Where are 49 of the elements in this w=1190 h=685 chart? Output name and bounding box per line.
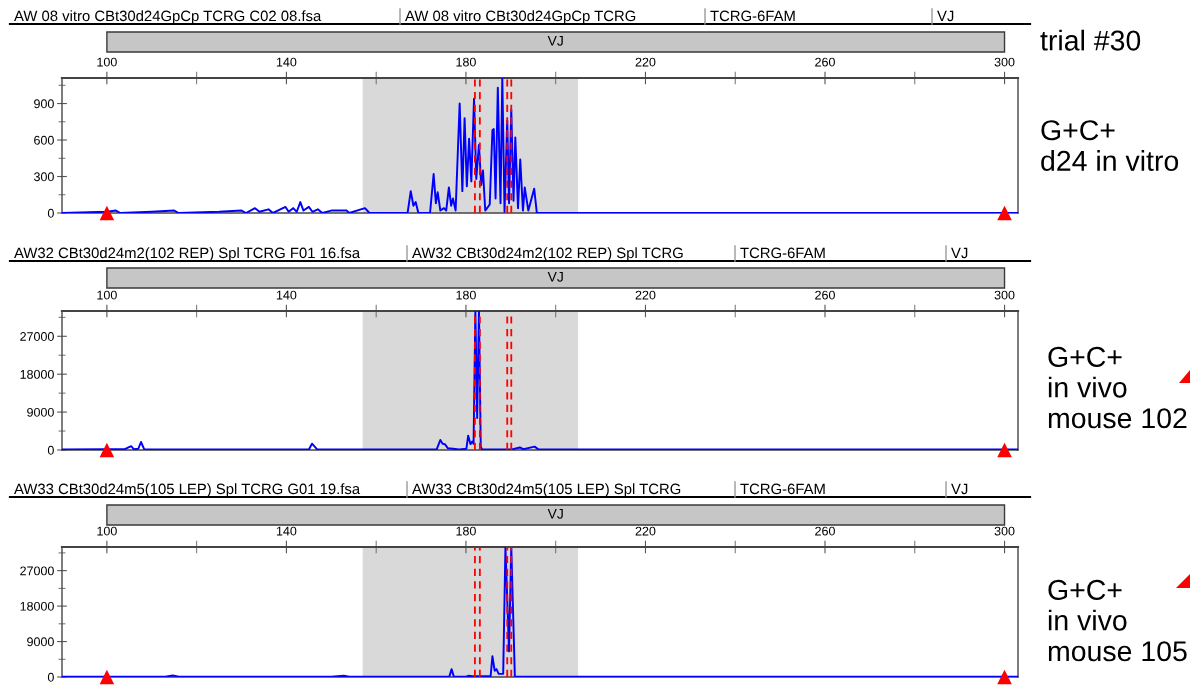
x-tick-label: 260 xyxy=(815,290,835,300)
text: AW 08 vitro CBt30d24GpCp TCRG C02 08.fsa xyxy=(14,10,322,25)
x-tick-label: 180 xyxy=(456,57,476,67)
text: AW33 CBt30d24m5(105 LEP) Spl TCRG xyxy=(412,483,681,498)
text: AW32 CBt30d24m2(102 REP) Spl TCRG xyxy=(412,247,683,262)
y-tick-label: 9000 xyxy=(27,407,54,417)
y-tick-label: 27000 xyxy=(20,566,54,576)
x-tick-label: 140 xyxy=(276,526,297,536)
y-tick-label: 0 xyxy=(47,208,54,218)
y-tick-label: 0 xyxy=(47,445,54,455)
text: VJ xyxy=(547,36,563,46)
y-tick-label: 18000 xyxy=(20,601,54,611)
text: AW32 CBt30d24m2(102 REP) Spl TCRG F01 16.fsa xyxy=(14,247,361,262)
text: VJ xyxy=(951,247,968,259)
x-tick-label: 300 xyxy=(994,290,1015,300)
text: AW 08 vitro CBt30d24GpCp TCRG xyxy=(405,10,636,25)
y-tick-label: 0 xyxy=(47,672,54,682)
text: TCRG-6FAM xyxy=(740,247,825,259)
text: trial #30 xyxy=(1040,29,1141,51)
x-tick-label: 140 xyxy=(276,290,297,300)
y-tick-label: 9000 xyxy=(27,637,54,647)
text: VJ xyxy=(547,272,563,282)
x-tick-label: 220 xyxy=(635,526,656,536)
x-tick-label: 100 xyxy=(97,290,117,300)
y-tick-label: 900 xyxy=(34,99,54,109)
y-tick-label: 18000 xyxy=(20,369,54,379)
x-tick-label: 300 xyxy=(994,526,1015,536)
x-tick-label: 300 xyxy=(994,57,1015,67)
text: TCRG-6FAM xyxy=(740,483,825,495)
y-tick-label: 300 xyxy=(33,172,54,182)
x-tick-label: 180 xyxy=(456,290,476,300)
x-tick-label: 260 xyxy=(815,57,835,67)
text: VJ xyxy=(937,10,954,22)
text: G+C+ in vivo mouse 105 xyxy=(1048,579,1187,662)
x-tick-label: 140 xyxy=(276,57,297,67)
x-tick-label: 260 xyxy=(815,526,835,536)
text: TCRG-6FAM xyxy=(710,10,795,22)
y-tick-label: 600 xyxy=(34,135,54,145)
x-tick-label: 220 xyxy=(635,57,656,67)
x-tick-label: 220 xyxy=(635,290,656,300)
x-tick-label: 100 xyxy=(97,57,117,67)
x-tick-label: 180 xyxy=(456,526,476,536)
text: VJ xyxy=(547,509,563,519)
text: VJ xyxy=(951,483,968,495)
text: G+C+ d24 in vitro xyxy=(1041,120,1179,171)
x-tick-label: 100 xyxy=(97,526,117,536)
text: G+C+ in vivo mouse 102 xyxy=(1048,346,1187,429)
y-tick-label: 27000 xyxy=(20,332,54,341)
text: AW33 CBt30d24m5(105 LEP) Spl TCRG G01 19.fsa xyxy=(14,483,361,498)
